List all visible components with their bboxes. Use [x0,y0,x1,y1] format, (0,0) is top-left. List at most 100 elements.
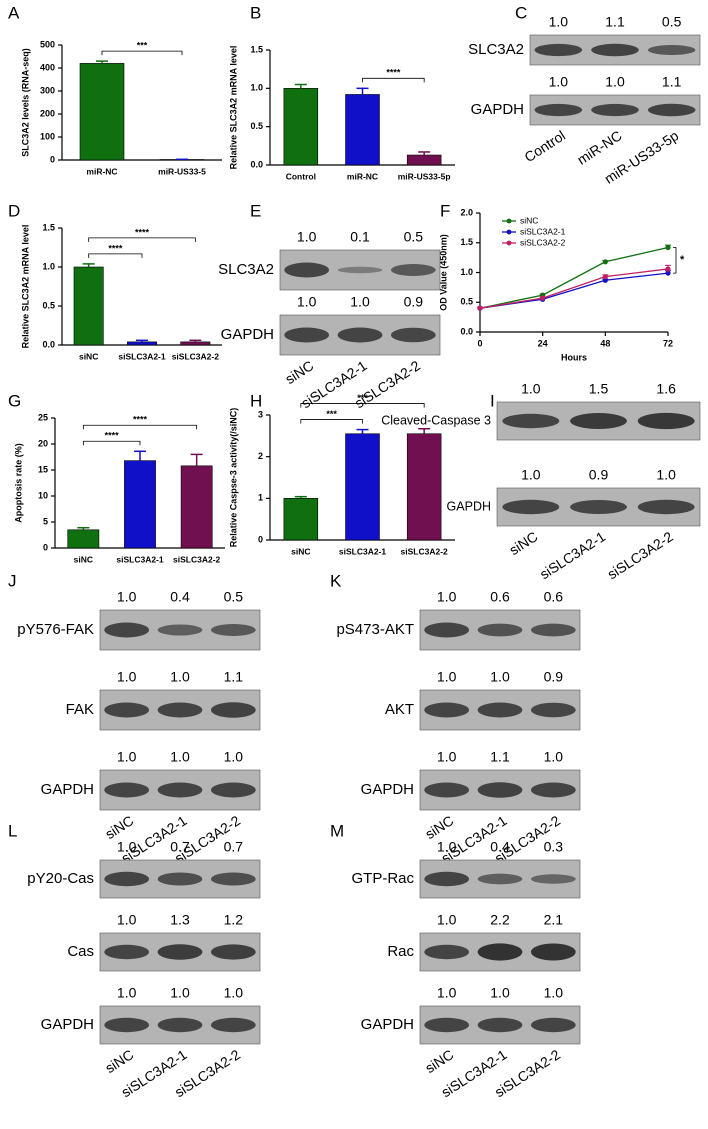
series-line [480,248,668,309]
y-tick-label: 1.0 [250,83,263,93]
protein-label: pS473-AKT [336,621,414,638]
significance-label: **** [133,415,148,425]
x-tick-label: 24 [538,338,548,348]
band-quant: 1.0 [521,467,541,483]
blot-band [424,945,469,959]
protein-label: pY20-Cas [27,870,94,887]
x-tick-label: siSLC3A2-1 [118,351,166,361]
significance-label: **** [108,243,123,253]
blot-band [104,1018,149,1032]
y-tick-label: 100 [40,131,55,141]
band-quant: 1.0 [170,749,190,765]
blot-band [531,703,576,718]
band-quant: 1.0 [490,985,510,1001]
band-quant: 0.5 [224,589,244,605]
blot-band [648,104,696,117]
point [665,266,670,271]
bar [407,155,441,165]
panel-label: D [8,201,20,220]
blot-band [535,44,583,56]
lane-label: siSLC3A2-1 [537,528,609,582]
significance-bracket [83,441,140,445]
significance-label: **** [135,227,150,237]
band-quant: 1.2 [224,912,244,928]
band-quant: 1.0 [437,669,457,685]
protein-label: Cleaved-Caspase 3 [381,413,491,427]
y-tick-label: 300 [40,85,55,95]
legend-label: siNC [520,215,538,225]
protein-label: FAK [66,701,94,718]
band-quant: 1.0 [437,589,457,605]
x-tick-label: siSLC3A2-1 [116,554,164,564]
blot-band [158,783,203,798]
point [477,306,482,311]
lane-label: siNC [282,357,316,387]
point [665,245,670,250]
significance-bracket [83,425,196,429]
blot-band [211,944,256,959]
blot-band [531,943,576,960]
y-tick-label: 200 [40,108,55,118]
blot-band [211,624,256,636]
protein-label: GAPDH [361,1016,414,1033]
band-quant: 0.7 [170,839,190,855]
bar [124,461,155,548]
protein-label: GAPDH [221,326,274,343]
x-tick-label: siSLC3A2-2 [172,351,220,361]
protein-label: pY576-FAK [17,621,94,638]
band-quant: 1.0 [656,467,676,483]
blot-band [284,328,329,343]
protein-label: SLC3A2 [218,261,274,278]
bar [181,466,212,548]
y-axis-label: Relative SLC3A2 mRNA level [20,225,30,349]
bar [346,434,380,540]
blot-band [424,623,469,638]
blot-band [478,943,523,960]
legend-label: siSLC3A2-2 [520,237,566,247]
band-quant: 0.5 [404,229,424,245]
band-quant: 1.0 [437,912,457,928]
panel-label: C [515,3,527,22]
significance-label: * [680,254,685,266]
x-tick-label: siNC [291,546,310,556]
blot-band [478,624,523,637]
lane-label: siNC [102,812,136,842]
band-quant: 1.0 [437,985,457,1001]
band-quant: 0.4 [170,589,190,605]
blot-band [104,783,149,798]
y-tick-label: 1.0 [42,261,55,271]
significance-label: *** [326,409,337,419]
lane-label: Control [521,127,568,165]
lane-label: miR-NC [574,127,624,168]
blot-band [104,623,149,638]
blot-band [158,872,203,885]
band-quant: 2.1 [544,912,564,928]
y-axis-label: Relative SLC3A2 mRNA level [228,46,238,170]
protein-label: GAPDH [447,499,491,513]
protein-label: GAPDH [41,1016,94,1033]
band-quant: 0.6 [544,589,564,605]
panel-label: K [330,571,342,590]
significance-bracket [89,238,196,242]
blot-band [104,945,149,959]
blot-band [531,783,576,798]
y-tick-label: 500 [40,39,55,49]
blot-band [158,624,203,635]
y-tick-label: 1.5 [42,222,55,232]
significance-bracket [363,78,425,82]
blot-band [391,328,436,343]
significance-label: **** [105,431,120,441]
x-tick-label: miR-US33-5 [158,166,206,176]
y-axis-label: Relative Caspse-3 activity(/siNC) [228,408,238,548]
y-tick-label: 0.0 [250,159,263,169]
blot-band [424,783,469,798]
y-tick-label: 10 [38,490,48,500]
point [540,295,545,300]
x-tick-label: siSLC3A2-1 [339,546,387,556]
bar [127,342,156,345]
band-quant: 2.2 [490,912,510,928]
blot-band [284,263,329,278]
blot-band [158,1018,203,1032]
y-tick-label: 15 [38,464,48,474]
